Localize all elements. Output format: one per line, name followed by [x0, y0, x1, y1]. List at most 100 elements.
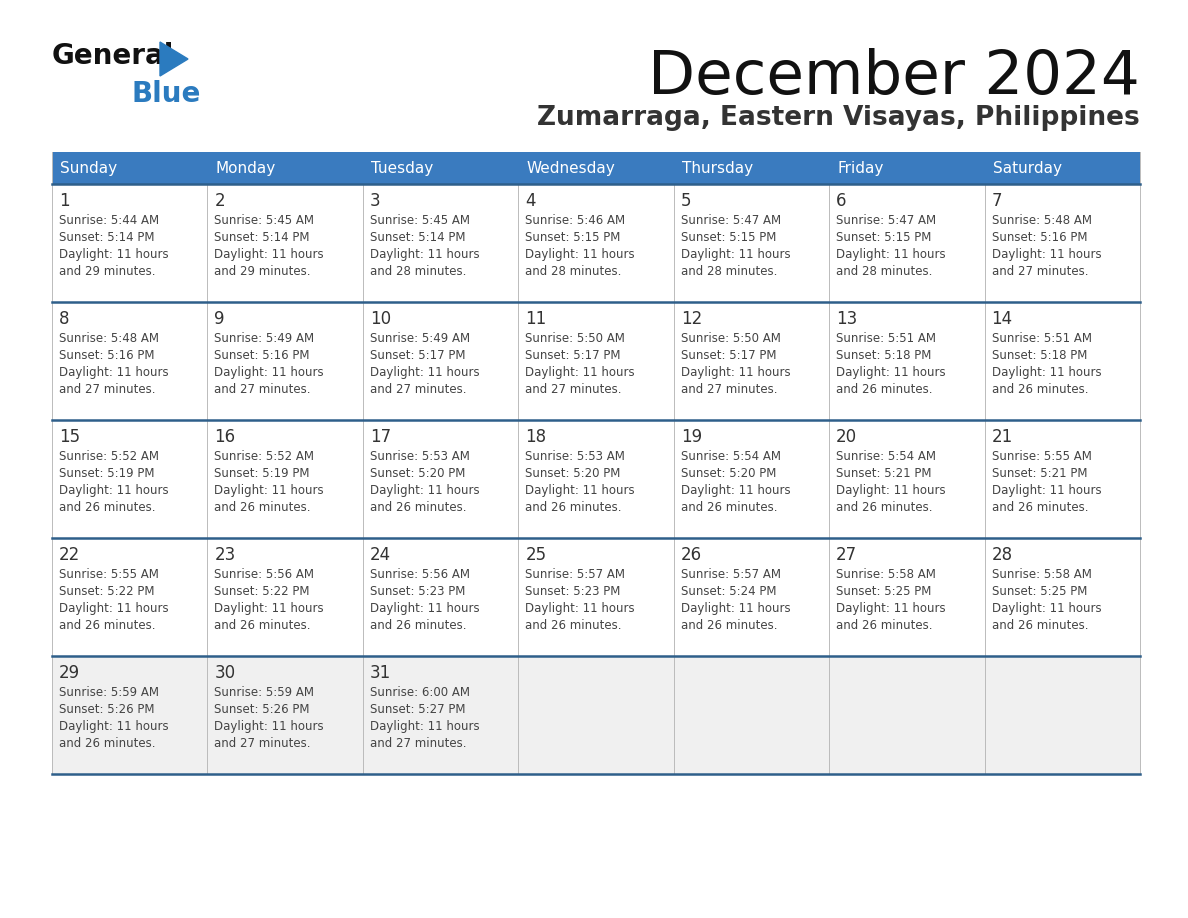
Text: Daylight: 11 hours: Daylight: 11 hours [836, 366, 946, 379]
Text: and 27 minutes.: and 27 minutes. [214, 383, 311, 396]
Bar [52, 184, 1140, 302]
Text: Sunset: 5:19 PM: Sunset: 5:19 PM [214, 467, 310, 480]
Text: Blue: Blue [132, 80, 202, 108]
Bar [362, 152, 518, 184]
Text: and 26 minutes.: and 26 minutes. [836, 383, 933, 396]
Text: 30: 30 [214, 664, 235, 682]
Text: and 26 minutes.: and 26 minutes. [525, 619, 621, 632]
Text: and 26 minutes.: and 26 minutes. [214, 501, 311, 514]
Text: Sunrise: 5:56 AM: Sunrise: 5:56 AM [369, 568, 470, 581]
Text: 6: 6 [836, 192, 847, 210]
Text: Friday: Friday [838, 161, 884, 175]
Text: Sunset: 5:19 PM: Sunset: 5:19 PM [59, 467, 154, 480]
Text: Sunset: 5:21 PM: Sunset: 5:21 PM [836, 467, 931, 480]
Text: Sunrise: 5:50 AM: Sunrise: 5:50 AM [681, 332, 781, 345]
Text: 16: 16 [214, 428, 235, 446]
Text: and 26 minutes.: and 26 minutes. [59, 501, 156, 514]
Text: Sunrise: 5:58 AM: Sunrise: 5:58 AM [992, 568, 1092, 581]
Text: Daylight: 11 hours: Daylight: 11 hours [992, 602, 1101, 615]
Text: 24: 24 [369, 546, 391, 564]
Text: Zumarraga, Eastern Visayas, Philippines: Zumarraga, Eastern Visayas, Philippines [537, 105, 1140, 131]
Text: 5: 5 [681, 192, 691, 210]
Bar [829, 152, 985, 184]
Text: and 28 minutes.: and 28 minutes. [369, 265, 466, 278]
Text: Daylight: 11 hours: Daylight: 11 hours [992, 366, 1101, 379]
Text: Daylight: 11 hours: Daylight: 11 hours [992, 484, 1101, 497]
Text: and 29 minutes.: and 29 minutes. [59, 265, 156, 278]
Text: Daylight: 11 hours: Daylight: 11 hours [681, 248, 790, 261]
Text: and 26 minutes.: and 26 minutes. [836, 619, 933, 632]
Text: 20: 20 [836, 428, 858, 446]
Text: Daylight: 11 hours: Daylight: 11 hours [992, 248, 1101, 261]
Text: Sunset: 5:14 PM: Sunset: 5:14 PM [214, 231, 310, 244]
Text: Daylight: 11 hours: Daylight: 11 hours [681, 366, 790, 379]
Text: Sunday: Sunday [61, 161, 118, 175]
Text: 19: 19 [681, 428, 702, 446]
Text: and 26 minutes.: and 26 minutes. [992, 619, 1088, 632]
Text: Sunrise: 6:00 AM: Sunrise: 6:00 AM [369, 686, 470, 699]
Text: Sunrise: 5:57 AM: Sunrise: 5:57 AM [525, 568, 625, 581]
Text: 10: 10 [369, 310, 391, 328]
Text: and 29 minutes.: and 29 minutes. [214, 265, 311, 278]
Text: and 28 minutes.: and 28 minutes. [836, 265, 933, 278]
Text: Sunrise: 5:48 AM: Sunrise: 5:48 AM [59, 332, 159, 345]
Text: Sunset: 5:15 PM: Sunset: 5:15 PM [681, 231, 776, 244]
Text: Sunrise: 5:51 AM: Sunrise: 5:51 AM [992, 332, 1092, 345]
Text: Sunset: 5:16 PM: Sunset: 5:16 PM [214, 349, 310, 362]
Text: Daylight: 11 hours: Daylight: 11 hours [59, 720, 169, 733]
Text: Sunrise: 5:53 AM: Sunrise: 5:53 AM [525, 450, 625, 463]
Text: Daylight: 11 hours: Daylight: 11 hours [214, 720, 324, 733]
Text: Daylight: 11 hours: Daylight: 11 hours [59, 484, 169, 497]
Text: Sunset: 5:23 PM: Sunset: 5:23 PM [525, 585, 620, 598]
Text: and 26 minutes.: and 26 minutes. [59, 619, 156, 632]
Text: Sunrise: 5:51 AM: Sunrise: 5:51 AM [836, 332, 936, 345]
Text: Sunset: 5:16 PM: Sunset: 5:16 PM [992, 231, 1087, 244]
Text: Daylight: 11 hours: Daylight: 11 hours [59, 248, 169, 261]
Text: Daylight: 11 hours: Daylight: 11 hours [525, 602, 634, 615]
Text: Tuesday: Tuesday [371, 161, 434, 175]
Text: and 27 minutes.: and 27 minutes. [214, 737, 311, 750]
Text: Sunset: 5:18 PM: Sunset: 5:18 PM [836, 349, 931, 362]
Text: and 26 minutes.: and 26 minutes. [992, 501, 1088, 514]
Text: Daylight: 11 hours: Daylight: 11 hours [681, 602, 790, 615]
Text: Sunset: 5:17 PM: Sunset: 5:17 PM [525, 349, 621, 362]
Text: and 26 minutes.: and 26 minutes. [214, 619, 311, 632]
Text: Sunrise: 5:45 AM: Sunrise: 5:45 AM [214, 214, 315, 227]
Text: Sunset: 5:21 PM: Sunset: 5:21 PM [992, 467, 1087, 480]
Text: and 27 minutes.: and 27 minutes. [369, 737, 467, 750]
Text: Sunrise: 5:56 AM: Sunrise: 5:56 AM [214, 568, 315, 581]
Text: Sunset: 5:20 PM: Sunset: 5:20 PM [681, 467, 776, 480]
Text: 18: 18 [525, 428, 546, 446]
Text: and 27 minutes.: and 27 minutes. [681, 383, 777, 396]
Text: General: General [52, 42, 175, 70]
Text: Sunset: 5:17 PM: Sunset: 5:17 PM [369, 349, 466, 362]
Text: Daylight: 11 hours: Daylight: 11 hours [214, 248, 324, 261]
Text: and 26 minutes.: and 26 minutes. [681, 501, 777, 514]
Text: Sunrise: 5:53 AM: Sunrise: 5:53 AM [369, 450, 469, 463]
Text: December 2024: December 2024 [649, 48, 1140, 107]
Text: 25: 25 [525, 546, 546, 564]
Text: Sunrise: 5:59 AM: Sunrise: 5:59 AM [59, 686, 159, 699]
Text: Daylight: 11 hours: Daylight: 11 hours [214, 366, 324, 379]
Text: and 27 minutes.: and 27 minutes. [992, 265, 1088, 278]
Text: Sunrise: 5:54 AM: Sunrise: 5:54 AM [681, 450, 781, 463]
Text: 9: 9 [214, 310, 225, 328]
Text: Sunrise: 5:49 AM: Sunrise: 5:49 AM [369, 332, 470, 345]
Text: and 28 minutes.: and 28 minutes. [525, 265, 621, 278]
Text: Sunrise: 5:55 AM: Sunrise: 5:55 AM [992, 450, 1092, 463]
Text: Sunset: 5:26 PM: Sunset: 5:26 PM [214, 703, 310, 716]
Text: Daylight: 11 hours: Daylight: 11 hours [59, 602, 169, 615]
Text: Sunrise: 5:58 AM: Sunrise: 5:58 AM [836, 568, 936, 581]
Text: Daylight: 11 hours: Daylight: 11 hours [369, 484, 480, 497]
Text: Sunset: 5:14 PM: Sunset: 5:14 PM [369, 231, 466, 244]
Text: Daylight: 11 hours: Daylight: 11 hours [369, 248, 480, 261]
Text: 27: 27 [836, 546, 858, 564]
Text: Sunrise: 5:55 AM: Sunrise: 5:55 AM [59, 568, 159, 581]
Bar [985, 152, 1140, 184]
Text: Sunset: 5:22 PM: Sunset: 5:22 PM [214, 585, 310, 598]
Text: Sunrise: 5:46 AM: Sunrise: 5:46 AM [525, 214, 625, 227]
Text: Daylight: 11 hours: Daylight: 11 hours [836, 602, 946, 615]
Text: Sunset: 5:26 PM: Sunset: 5:26 PM [59, 703, 154, 716]
Text: Sunrise: 5:47 AM: Sunrise: 5:47 AM [681, 214, 781, 227]
Text: Sunset: 5:15 PM: Sunset: 5:15 PM [525, 231, 620, 244]
